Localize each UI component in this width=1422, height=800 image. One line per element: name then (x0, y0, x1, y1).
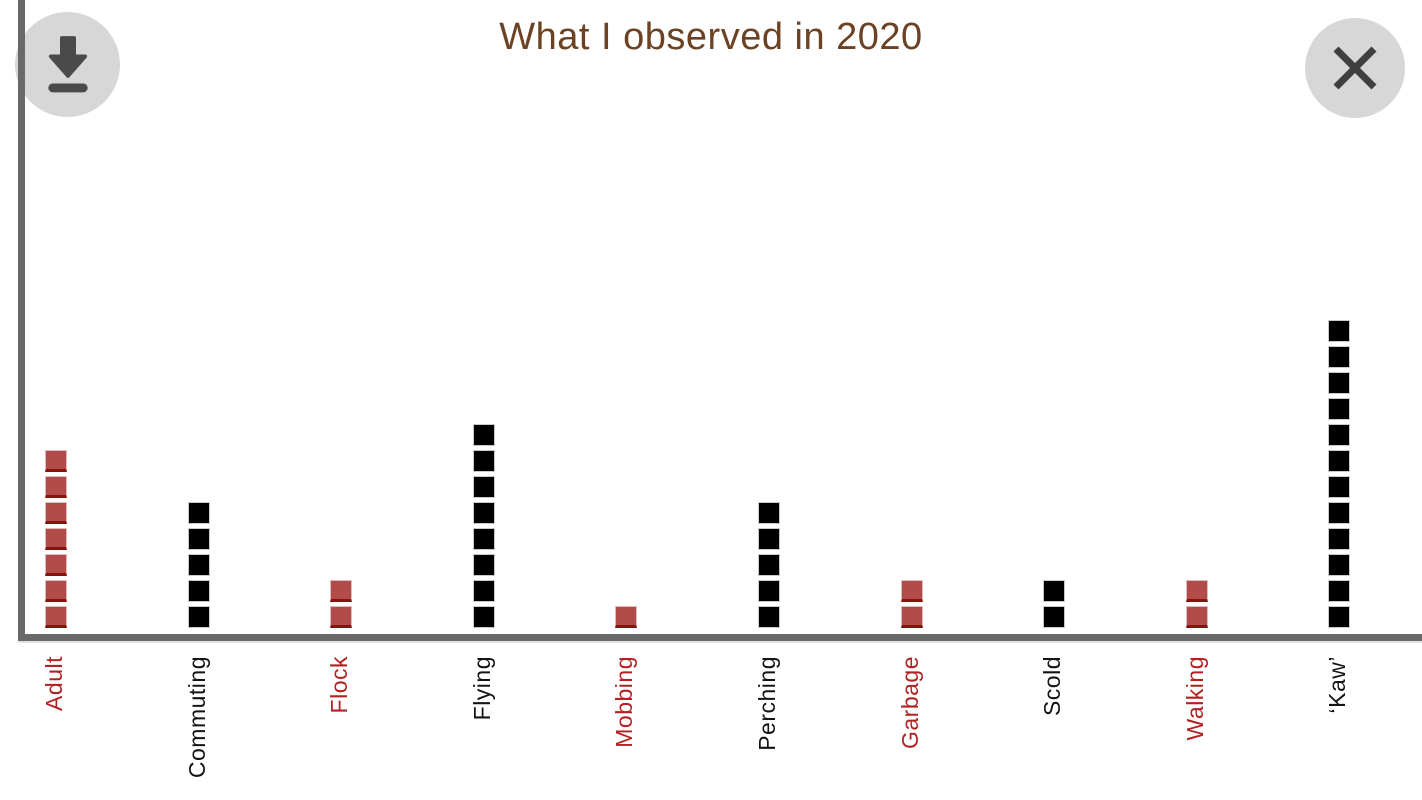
unit-square-adult (45, 554, 67, 576)
download-icon (38, 33, 98, 97)
waffle-column-walking (1185, 580, 1208, 628)
unit-square-kaw (1328, 580, 1351, 602)
waffle-column-flying (472, 424, 495, 628)
unit-square-kaw (1328, 476, 1351, 498)
unit-square-scold (1043, 606, 1066, 628)
unit-square-kaw (1328, 346, 1351, 368)
waffle-column-flock (330, 580, 353, 628)
close-button[interactable] (1305, 18, 1405, 118)
x-label-scold: Scold (1039, 656, 1066, 717)
unit-square-garbage (900, 606, 923, 628)
x-label-flock: Flock (326, 656, 353, 714)
waffle-column-adult (45, 450, 67, 628)
download-button[interactable] (15, 12, 120, 117)
unit-square-mobbing (615, 606, 638, 628)
unit-square-adult (45, 528, 67, 550)
x-axis-line (18, 634, 1422, 641)
waffle-column-perching (758, 502, 780, 628)
unit-square-flying (472, 554, 495, 576)
unit-square-adult (45, 580, 67, 602)
unit-square-kaw (1328, 502, 1351, 524)
unit-square-kaw (1328, 528, 1351, 550)
x-label-commuting: Commuting (183, 656, 210, 779)
unit-square-adult (45, 450, 67, 472)
x-label-kaw: ‘Kaw’ (1324, 656, 1351, 714)
unit-square-flying (472, 580, 495, 602)
waffle-column-scold (1043, 580, 1066, 628)
waffle-column-commuting (187, 502, 210, 628)
x-label-perching: Perching (754, 656, 780, 751)
unit-square-commuting (187, 580, 210, 602)
unit-square-flying (472, 424, 495, 446)
unit-square-scold (1043, 580, 1066, 602)
x-label-adult: Adult (41, 656, 67, 711)
x-label-garbage: Garbage (896, 656, 923, 750)
unit-square-commuting (187, 502, 210, 524)
unit-square-kaw (1328, 320, 1351, 342)
y-axis-line (18, 0, 25, 641)
waffle-column-kaw (1328, 320, 1351, 628)
x-label-walking: Walking (1181, 656, 1208, 741)
waffle-column-mobbing (615, 606, 638, 628)
unit-square-commuting (187, 554, 210, 576)
unit-square-flying (472, 528, 495, 550)
x-label-mobbing: Mobbing (611, 656, 638, 748)
unit-square-flying (472, 606, 495, 628)
unit-square-kaw (1328, 606, 1351, 628)
unit-square-kaw (1328, 398, 1351, 420)
unit-square-perching (758, 528, 780, 550)
unit-square-flying (472, 450, 495, 472)
unit-square-flying (472, 476, 495, 498)
unit-square-adult (45, 476, 67, 498)
unit-square-walking (1185, 606, 1208, 628)
unit-square-kaw (1328, 450, 1351, 472)
unit-square-flock (330, 606, 353, 628)
unit-square-perching (758, 554, 780, 576)
unit-square-walking (1185, 580, 1208, 602)
waffle-column-garbage (900, 580, 923, 628)
unit-square-flock (330, 580, 353, 602)
unit-square-kaw (1328, 424, 1351, 446)
unit-square-perching (758, 606, 780, 628)
unit-square-kaw (1328, 372, 1351, 394)
unit-square-kaw (1328, 554, 1351, 576)
close-icon (1329, 42, 1381, 94)
unit-square-adult (45, 502, 67, 524)
unit-square-perching (758, 580, 780, 602)
x-label-flying: Flying (468, 656, 495, 721)
unit-square-flying (472, 502, 495, 524)
chart-title: What I observed in 2020 (499, 16, 923, 58)
unit-square-commuting (187, 606, 210, 628)
unit-square-garbage (900, 580, 923, 602)
unit-square-perching (758, 502, 780, 524)
unit-square-adult (45, 606, 67, 628)
unit-square-commuting (187, 528, 210, 550)
